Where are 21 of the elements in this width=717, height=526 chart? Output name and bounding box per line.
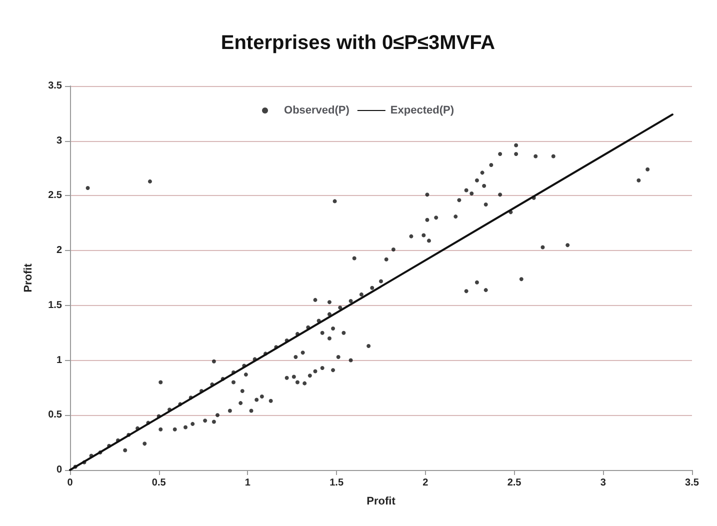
legend-label: Expected(P) [390,104,454,116]
y-tick-label: 2.5 [48,190,62,202]
x-tick-label: 3.5 [685,478,700,488]
y-tick-label: 1 [56,354,62,366]
x-tick-label: 0.5 [152,478,166,488]
chart-title: Enterprises with 0≤P≤3MVFA [220,32,496,54]
y-tick-label: 1.5 [48,300,62,311]
x-tick-label: 1 [244,478,251,488]
x-tick-label: 3 [600,478,606,488]
x-tick-label: 2.5 [507,478,522,488]
x-tick-label: 1.5 [330,478,344,488]
x-tick-label: 0 [67,478,74,488]
y-tick-label: 0.5 [48,410,62,421]
y-tick-label: 3.5 [48,80,62,92]
legend-label: Observed(P) [284,104,350,116]
x-axis-title: Profit [366,496,396,508]
y-tick-label: 2 [56,245,62,256]
y-tick-label: 3 [56,135,62,146]
y-tick-label: 0 [56,464,62,476]
x-tick-label: 2 [422,478,429,488]
y-axis-title: Profit [22,263,34,292]
